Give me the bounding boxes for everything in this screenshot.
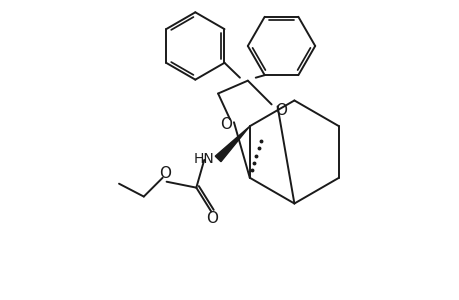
Polygon shape: [215, 126, 249, 162]
Text: HN: HN: [193, 152, 214, 166]
Text: O: O: [275, 103, 287, 118]
Text: O: O: [206, 211, 218, 226]
Text: O: O: [219, 117, 231, 132]
Text: O: O: [159, 166, 171, 181]
